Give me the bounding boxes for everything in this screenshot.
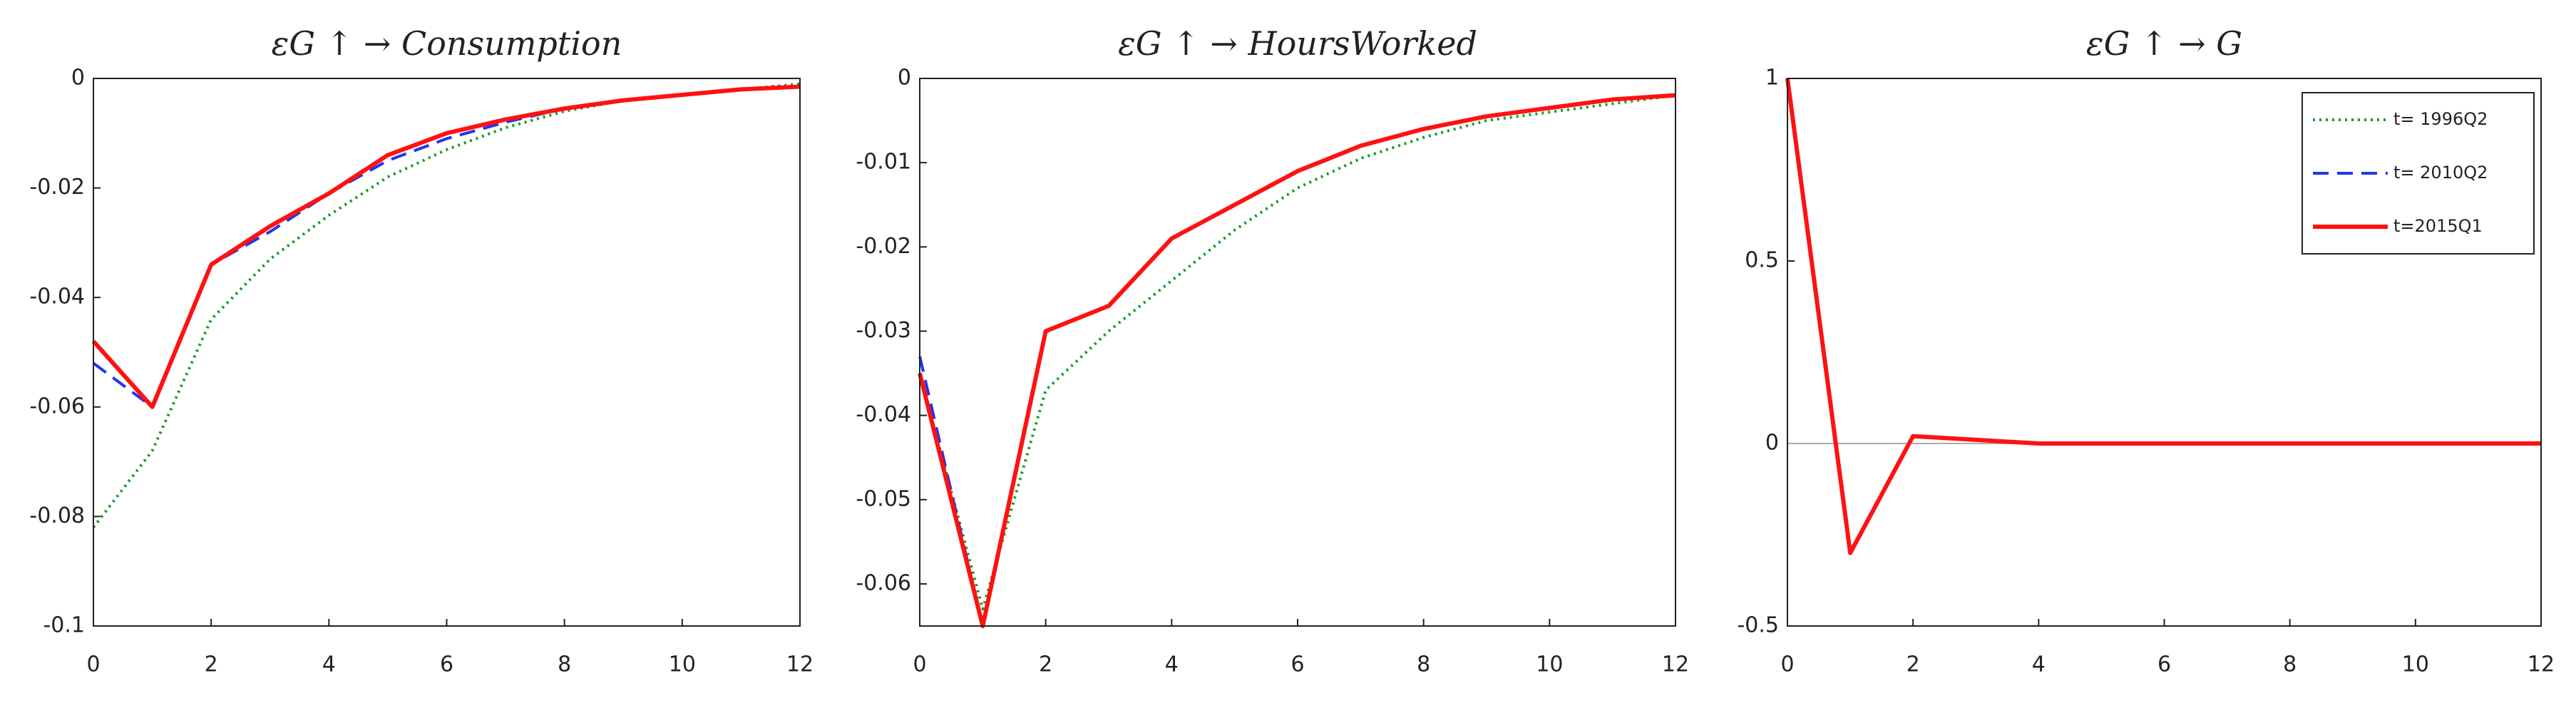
x-tick-label: 12 [1662, 652, 1689, 677]
y-tick-label: -0.04 [856, 402, 911, 427]
x-tick-label: 12 [786, 652, 814, 677]
series-line [1785, 78, 2541, 555]
chart-title: εG ↑ → HoursWorked [1118, 24, 1477, 63]
x-tick-label: 10 [2402, 652, 2429, 677]
y-tick-label: -0.04 [29, 284, 85, 309]
series-line [92, 82, 801, 528]
x-tick-label: 0 [86, 652, 100, 677]
x-tick-label: 4 [322, 652, 336, 677]
y-tick-label: 0 [898, 66, 911, 91]
y-tick-label: -0.05 [856, 486, 911, 511]
x-tick-label: 6 [2157, 652, 2171, 677]
x-tick-label: 2 [205, 652, 218, 677]
chart-title: εG ↑ → Consumption [272, 24, 622, 63]
y-tick-label: -0.03 [856, 318, 911, 343]
legend-label: t= 1996Q2 [2393, 109, 2488, 129]
x-tick-label: 8 [2283, 652, 2297, 677]
x-tick-label: 10 [1536, 652, 1563, 677]
x-tick-label: 8 [1417, 652, 1430, 677]
y-tick-label: -0.08 [29, 503, 85, 528]
chart-panel: εG ↑ → Consumption -0.1 -0.08 -0.06 -0.04 -0.… [29, 24, 814, 677]
legend-label: t= 2010Q2 [2393, 163, 2488, 183]
plot-frame [919, 78, 1676, 627]
series-line [91, 84, 801, 409]
y-tick-label: -0.06 [856, 570, 911, 595]
plot-frame [1787, 78, 2542, 627]
x-tick-label: 0 [913, 652, 926, 677]
y-tick-label: 0.5 [1745, 248, 1779, 273]
x-tick-label: 4 [1165, 652, 1179, 677]
x-tick-label: 10 [669, 652, 696, 677]
x-tick-label: 8 [558, 652, 571, 677]
x-tick-label: 2 [1907, 652, 1920, 677]
x-tick-label: 6 [1290, 652, 1304, 677]
chart-panel: εG ↑ → HoursWorked -0.06 -0.05 -0.04 -0.03 -0… [856, 24, 1689, 677]
y-tick-label: 1 [1765, 66, 1779, 91]
legend-label: t=2015Q1 [2393, 216, 2483, 236]
series-line [918, 93, 1676, 627]
x-tick-label: 4 [2032, 652, 2046, 677]
x-tick-label: 2 [1039, 652, 1052, 677]
series-line [918, 93, 1676, 628]
y-tick-label: 0 [71, 66, 85, 91]
y-tick-label: -0.06 [29, 394, 85, 419]
y-tick-label: -0.02 [856, 234, 911, 259]
x-tick-label: 12 [2528, 652, 2555, 677]
y-tick-label: 0 [1765, 431, 1779, 456]
plot-frame [93, 78, 801, 627]
x-tick-label: 6 [440, 652, 453, 677]
y-tick-label: -0.1 [43, 613, 85, 638]
x-tick-label: 0 [1780, 652, 1794, 677]
y-tick-label: -0.5 [1737, 613, 1779, 638]
series-line [918, 93, 1676, 611]
legend: t= 1996Q2 t= 2010Q2 t=2015Q1 [2302, 92, 2535, 255]
y-tick-label: -0.01 [856, 150, 911, 175]
chart-title: εG ↑ → G [2086, 24, 2242, 63]
y-tick-label: -0.02 [29, 175, 85, 200]
